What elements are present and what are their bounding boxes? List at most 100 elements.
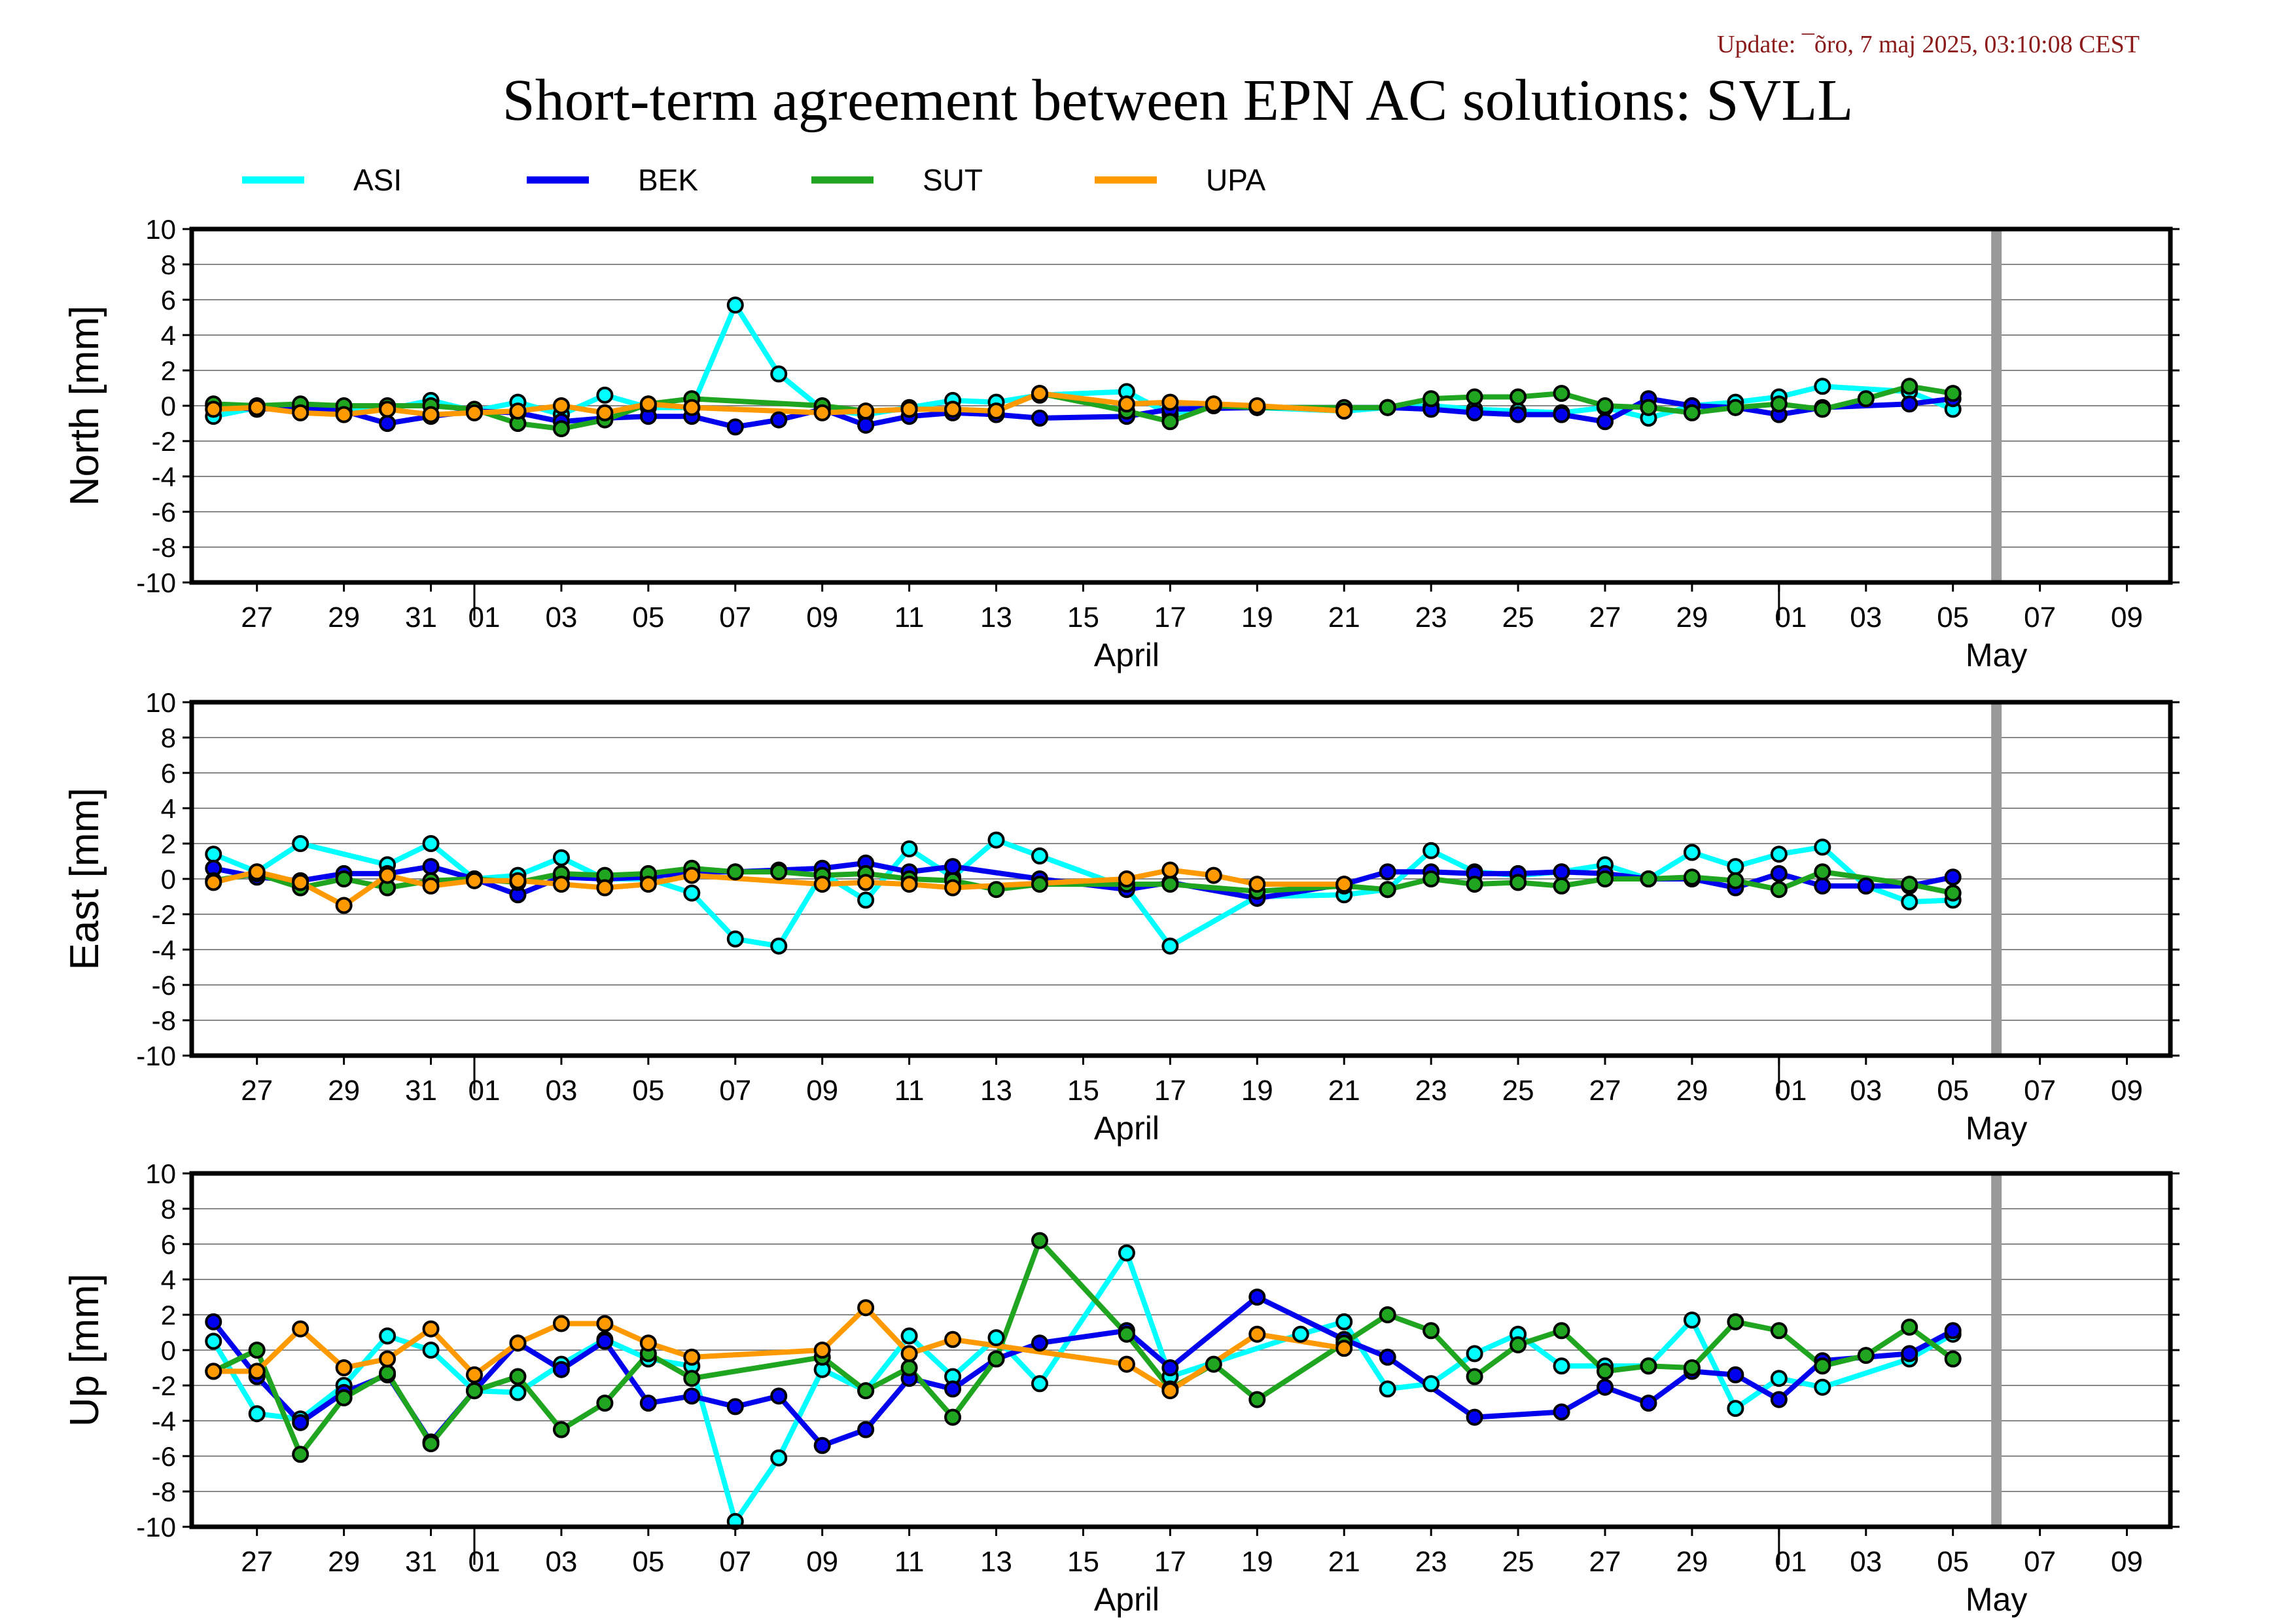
data-point-sut <box>1031 876 1048 893</box>
x-tick-label: 07 <box>2024 601 2056 633</box>
x-tick-label: 23 <box>1415 601 1447 633</box>
data-point-bek <box>1857 877 1875 895</box>
x-tick-label: 05 <box>632 1546 664 1578</box>
data-point-bek <box>1640 1395 1657 1412</box>
data-point-bek <box>292 1414 309 1431</box>
panel-north: 10 8 6 4 2 0 -2 -4 -6 -8 -10 27 29 31 01 03 05 07 09 11 13 15… <box>62 214 2180 673</box>
data-point-sut <box>1031 1232 1048 1249</box>
data-point-bek <box>1901 1345 1918 1363</box>
data-point-upa <box>422 877 440 895</box>
data-point-bek <box>1466 1408 1483 1426</box>
data-point-upa <box>335 406 353 423</box>
data-point-sut <box>1553 385 1570 402</box>
data-point-asi <box>1770 1370 1788 1387</box>
data-point-bek <box>1597 1378 1614 1396</box>
data-point-asi <box>205 1332 222 1350</box>
y-tick-label: 4 <box>161 1264 176 1295</box>
series-line-sut <box>212 1238 1955 1457</box>
data-point-sut <box>683 1370 701 1387</box>
data-point-upa <box>1335 876 1353 893</box>
x-tick-label: 05 <box>632 601 664 633</box>
data-point-sut <box>1248 1391 1266 1408</box>
panel-east: 10 8 6 4 2 0 -2 -4 -6 -8 -10 27 29 31 01 03 05 07 09 11 13 15… <box>62 687 2180 1147</box>
plot-area <box>205 1232 1962 1530</box>
data-point-sut <box>1466 388 1483 406</box>
data-point-upa <box>422 1320 440 1338</box>
data-point-sut <box>1901 1318 1918 1336</box>
x-tick-label: 19 <box>1241 1546 1273 1578</box>
x-tick-label: 15 <box>1067 1546 1099 1578</box>
data-point-sut <box>1770 395 1788 413</box>
y-tick-label: -6 <box>152 497 176 527</box>
data-point-bek <box>596 1332 614 1350</box>
x-tick-label: 11 <box>894 601 925 633</box>
data-point-upa <box>552 876 570 893</box>
data-point-asi <box>422 835 440 852</box>
panel-up: 10 8 6 4 2 0 -2 -4 -6 -8 -10 27 29 31 01 03 05 07 09 11 13 15… <box>62 1158 2180 1618</box>
data-point-upa <box>944 879 962 897</box>
x-tick-label: 13 <box>980 601 1012 633</box>
plot-area <box>205 296 1962 438</box>
data-point-bek <box>944 858 962 876</box>
x-tick-label: 27 <box>241 1075 273 1107</box>
data-point-upa <box>596 879 614 897</box>
data-point-sut <box>1422 1322 1440 1340</box>
x-tick-label: 29 <box>328 601 360 633</box>
data-point-sut <box>1640 870 1657 887</box>
y-tick-label: -2 <box>152 1370 176 1401</box>
data-point-asi <box>596 386 614 404</box>
data-point-asi <box>770 937 788 955</box>
x-tick-label: 29 <box>328 1546 360 1578</box>
data-point-asi <box>1161 937 1179 955</box>
month-label: April <box>1094 637 1159 673</box>
data-point-bek <box>1510 406 1527 423</box>
data-point-bek <box>205 1313 222 1330</box>
data-point-asi <box>770 1449 788 1467</box>
data-point-upa <box>1161 1382 1179 1400</box>
data-point-sut <box>335 1389 353 1406</box>
data-point-sut <box>1597 1363 1614 1380</box>
x-tick-label: 03 <box>1850 1075 1882 1107</box>
data-point-bek <box>1814 877 1831 895</box>
x-tick-label: 07 <box>719 601 751 633</box>
data-point-asi <box>1814 378 1831 395</box>
x-tick-label: 17 <box>1154 1546 1186 1578</box>
x-tick-label: 03 <box>545 1075 577 1107</box>
x-tick-label: 25 <box>1502 1075 1534 1107</box>
data-point-bek <box>1379 1348 1396 1366</box>
y-tick-label: -6 <box>152 1441 176 1472</box>
data-point-asi <box>552 849 570 866</box>
data-point-bek <box>726 418 744 436</box>
legend: ASI BEK SUT UPA <box>242 163 1265 197</box>
y-tick-label: 2 <box>161 829 176 859</box>
data-point-bek <box>1597 413 1614 431</box>
x-tick-label: 25 <box>1502 601 1534 633</box>
data-point-asi <box>205 846 222 863</box>
x-tick-label: 13 <box>980 1075 1012 1107</box>
y-tick-label: -8 <box>152 532 176 563</box>
x-tick-label: 27 <box>1589 601 1621 633</box>
x-tick-label: 01 <box>468 1546 501 1578</box>
data-point-sut <box>1901 876 1918 893</box>
data-point-sut <box>1161 413 1179 431</box>
data-point-sut <box>1466 1368 1483 1385</box>
data-point-upa <box>509 402 527 420</box>
legend-label: BEK <box>638 163 698 197</box>
data-point-upa <box>379 1350 397 1368</box>
x-tick-label: 09 <box>806 601 838 633</box>
y-tick-label: -4 <box>152 1406 176 1436</box>
data-point-asi <box>1901 893 1918 911</box>
data-point-upa <box>639 395 657 413</box>
x-tick-label: 31 <box>405 1546 437 1578</box>
x-tick-label: 29 <box>1676 1546 1708 1578</box>
data-point-asi <box>987 831 1005 849</box>
legend-item-upa: UPA <box>1095 163 1265 197</box>
data-point-bek <box>1379 863 1396 881</box>
x-tick-label: 17 <box>1154 601 1186 633</box>
x-tick-label: 23 <box>1415 1075 1447 1107</box>
y-tick-label: 4 <box>161 320 176 351</box>
data-point-sut <box>1597 397 1614 414</box>
x-tick-label: 29 <box>1676 601 1708 633</box>
data-point-bek <box>422 858 440 876</box>
data-point-upa <box>552 397 570 414</box>
